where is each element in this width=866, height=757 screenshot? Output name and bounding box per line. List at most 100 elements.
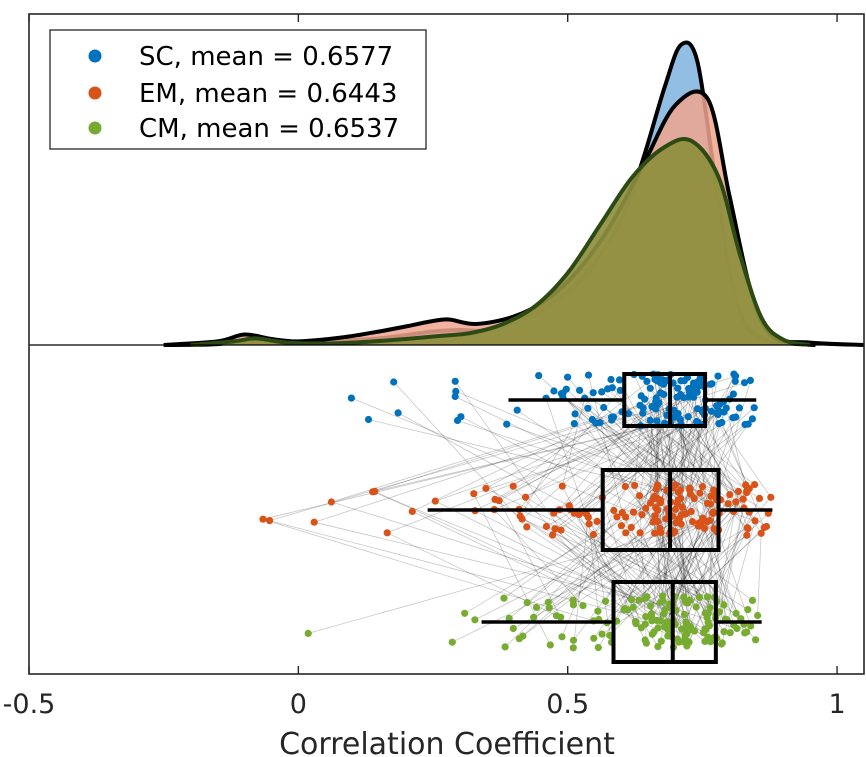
data-point-em (327, 498, 335, 506)
data-point-sc (720, 408, 728, 416)
pair-line (518, 509, 718, 602)
data-point-cm (461, 609, 469, 617)
pair-line (262, 518, 594, 622)
data-point-cm (544, 598, 552, 606)
pair-line (412, 411, 623, 512)
data-point-cm (500, 594, 508, 602)
data-point-sc (660, 390, 668, 398)
pair-line (412, 511, 678, 640)
pair-line (674, 421, 697, 532)
pair-line (582, 511, 651, 607)
data-point-cm (695, 593, 704, 602)
data-point-em (266, 517, 274, 525)
data-point-sc (670, 406, 678, 414)
data-point-sc (600, 403, 608, 412)
data-point-em (629, 508, 638, 516)
pair-line (655, 507, 709, 638)
pair-line (677, 387, 747, 486)
pair-line (680, 498, 742, 619)
pair-line (494, 385, 699, 500)
pair-line (374, 491, 686, 636)
data-point-cm (660, 610, 668, 618)
data-point-sc (347, 394, 355, 402)
data-point-em (739, 495, 747, 503)
data-point-cm (620, 606, 628, 614)
data-point-sc (503, 420, 511, 428)
pair-line (503, 485, 659, 599)
data-point-em (522, 493, 530, 501)
pair-line (566, 388, 719, 531)
data-point-em (482, 484, 490, 492)
data-point-sc (513, 406, 521, 414)
data-point-em (654, 481, 662, 489)
data-point-cm (653, 616, 661, 625)
pair-line (685, 529, 720, 623)
pair-line (725, 408, 747, 493)
pair-line (718, 423, 750, 489)
data-point-em (549, 531, 557, 539)
data-point-em (636, 529, 644, 537)
data-point-em (649, 518, 657, 526)
data-point-em (509, 482, 517, 490)
data-point-cm (706, 604, 714, 612)
data-point-cm (660, 623, 669, 631)
data-point-em (751, 481, 759, 489)
pair-line (314, 382, 745, 523)
data-point-em (710, 525, 718, 533)
data-point-em (755, 494, 764, 502)
data-point-sc (686, 385, 695, 393)
pair-line (519, 392, 594, 517)
data-point-sc (708, 380, 716, 388)
pair-line (548, 518, 667, 609)
data-point-sc (718, 418, 726, 427)
pair-line (512, 374, 659, 487)
data-point-em (638, 511, 646, 519)
data-point-sc (646, 416, 654, 424)
data-point-cm (673, 635, 682, 643)
data-point-sc (588, 415, 596, 424)
data-point-em (259, 515, 267, 523)
data-point-cm (754, 611, 762, 620)
data-point-em (709, 509, 717, 517)
pair-line (454, 381, 562, 531)
pair-line (686, 498, 760, 647)
data-point-cm (530, 613, 538, 621)
pair-line (561, 398, 586, 487)
data-point-sc (604, 385, 612, 393)
data-point-em (656, 524, 664, 533)
pair-line (588, 375, 623, 513)
pair-line (673, 528, 715, 622)
data-point-cm (704, 633, 712, 641)
data-point-cm (590, 634, 598, 642)
data-point-cm (501, 643, 509, 651)
pair-line (687, 511, 750, 643)
data-point-sc (636, 401, 644, 409)
data-point-cm (752, 636, 760, 644)
data-point-cm (744, 606, 752, 614)
data-point-em (565, 502, 573, 510)
data-point-em (734, 487, 743, 495)
data-point-sc (676, 390, 685, 399)
data-point-em (674, 496, 682, 504)
box-em (600, 468, 721, 552)
data-point-sc (648, 403, 656, 411)
pair-line (387, 409, 703, 534)
data-point-cm (692, 603, 700, 611)
data-point-em (635, 492, 644, 500)
pair-line (331, 404, 641, 503)
data-point-cm (690, 627, 699, 635)
data-point-em (622, 513, 630, 521)
pair-line (513, 525, 699, 629)
data-point-em (617, 522, 626, 530)
pair-line (574, 413, 708, 504)
data-point-sc (646, 384, 654, 392)
pair-line (674, 531, 716, 619)
data-point-em (557, 526, 565, 534)
data-point-sc (615, 376, 624, 384)
pair-line (308, 521, 708, 634)
pair-line (675, 526, 767, 611)
pair-line (625, 423, 749, 534)
legend-label-em: EM, mean = 0.6443 (139, 79, 397, 109)
data-point-em (699, 514, 707, 522)
data-point-em (627, 523, 635, 532)
